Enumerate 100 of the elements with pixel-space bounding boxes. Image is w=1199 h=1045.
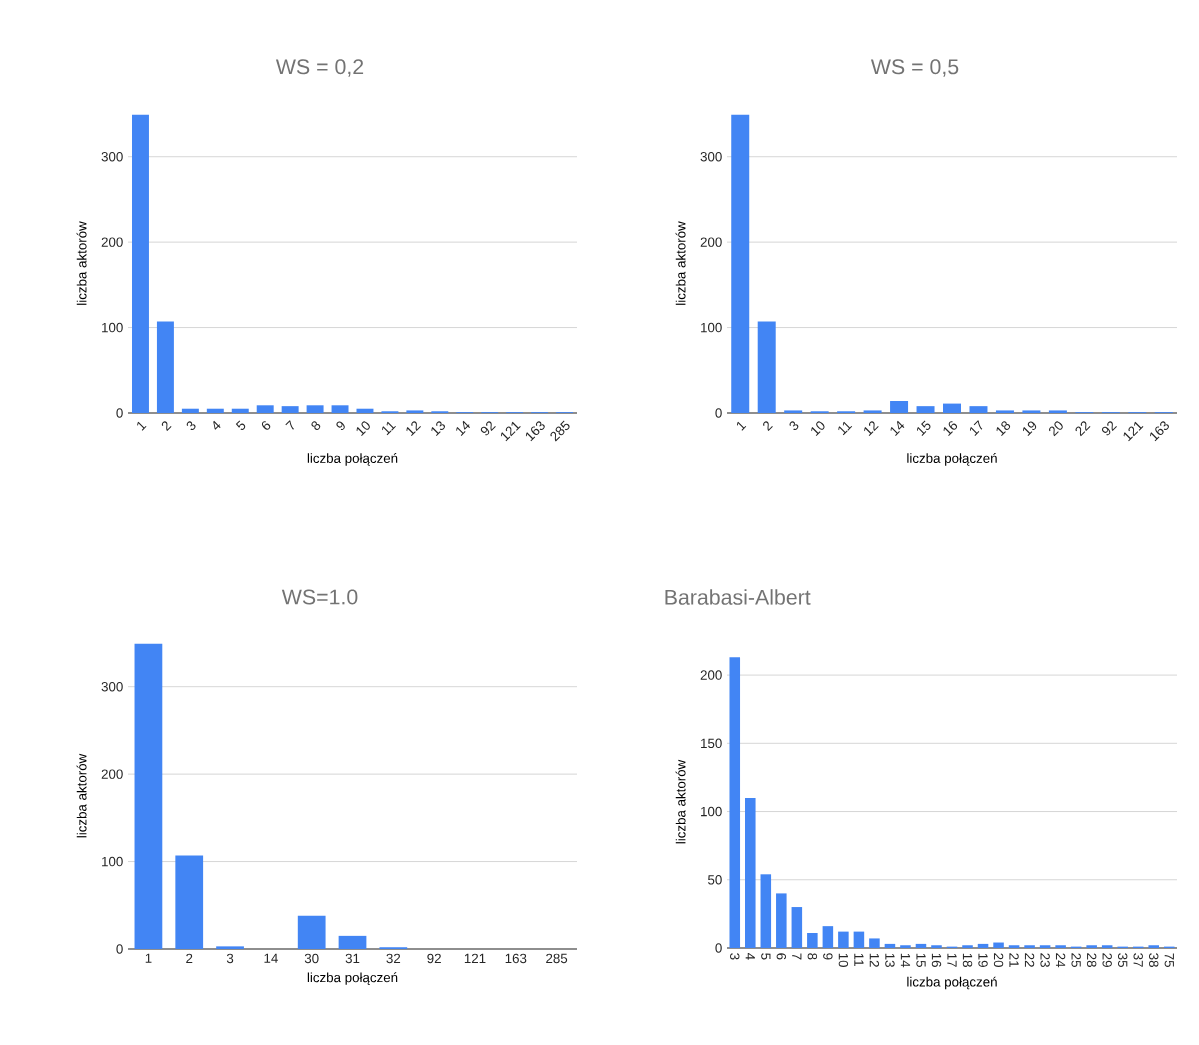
x-tick-label: 18	[996, 421, 1011, 436]
bar	[132, 114, 149, 413]
bar	[1024, 945, 1035, 948]
x-axis-title: liczba połączeń	[907, 453, 997, 466]
bar	[216, 946, 244, 949]
x-tick-label: 3	[730, 953, 740, 960]
chart-title: WS = 0,5	[870, 59, 959, 77]
x-tick-label: 121	[464, 953, 486, 964]
x-tick-label: 92	[480, 421, 496, 436]
y-axis-title: liczba aktorów	[76, 753, 87, 838]
bar	[977, 943, 989, 948]
bar	[306, 405, 324, 413]
x-tick-label: 15	[916, 953, 926, 967]
y-tick-label: 200	[700, 237, 722, 247]
bar	[838, 931, 849, 948]
bar	[1148, 945, 1159, 948]
bar	[731, 114, 750, 413]
x-tick-label: 12	[869, 953, 880, 967]
bar	[784, 410, 803, 413]
bar	[869, 938, 880, 948]
y-tick-label: 100	[102, 856, 123, 867]
x-tick-label: 32	[386, 953, 401, 964]
x-tick-label: 22	[1075, 421, 1091, 437]
bar	[943, 403, 962, 413]
bar	[156, 321, 174, 413]
y-tick-label: 0	[715, 943, 722, 953]
x-tick-label: 7	[792, 953, 802, 960]
bar	[807, 932, 818, 948]
bar	[331, 405, 349, 413]
bar	[134, 643, 163, 949]
x-tick-label: 163	[505, 953, 527, 964]
x-tick-label: 4	[745, 953, 755, 960]
bar	[356, 408, 374, 413]
x-tick-label: 1	[145, 953, 152, 963]
bar	[406, 410, 424, 413]
y-tick-label: 100	[701, 322, 722, 333]
bar	[231, 408, 249, 413]
y-axis-title: liczba aktorów	[675, 221, 686, 305]
x-tick-label: 3	[789, 421, 799, 431]
x-tick-label: 38	[1149, 953, 1159, 967]
x-tick-label: 19	[1022, 421, 1037, 436]
x-axis-title: liczba połączeń	[307, 972, 398, 985]
x-tick-label: 75	[1164, 953, 1174, 967]
bar	[884, 943, 896, 948]
x-tick-label: 11	[838, 421, 853, 436]
bar	[1055, 945, 1066, 948]
x-axis-title: liczba połączeń	[907, 976, 997, 990]
x-tick-label: 6	[776, 953, 787, 960]
bar	[729, 657, 741, 948]
x-tick-label: 4	[213, 420, 221, 430]
y-tick-label: 0	[116, 408, 123, 418]
x-tick-label: 163	[525, 421, 545, 442]
y-tick-label: 300	[700, 151, 722, 162]
bar	[863, 410, 882, 413]
bar	[1008, 945, 1020, 948]
bar	[760, 874, 772, 948]
x-tick-label: 92	[1101, 421, 1117, 436]
chart-title: WS = 0,2	[275, 59, 364, 77]
y-tick-label: 100	[701, 806, 722, 817]
x-tick-label: 7	[285, 420, 294, 430]
bar	[1048, 410, 1067, 413]
x-tick-label: 12	[864, 421, 879, 436]
bar	[297, 915, 326, 949]
bar	[791, 907, 803, 948]
x-tick-label: 21	[1009, 953, 1019, 967]
x-tick-label: 14	[456, 420, 471, 436]
bar	[256, 405, 274, 413]
y-axis-title: liczba aktorów	[76, 221, 87, 305]
x-tick-label: 16	[931, 953, 942, 967]
bar	[969, 406, 988, 413]
x-tick-label: 14	[890, 420, 905, 436]
bar	[853, 931, 865, 948]
x-tick-label: 10	[811, 421, 825, 436]
x-tick-label: 28	[1086, 953, 1097, 967]
bar	[1022, 410, 1041, 413]
x-tick-label: 2	[161, 421, 172, 431]
chart-title: WS=1.0	[281, 589, 358, 605]
bar	[175, 855, 204, 949]
x-tick-label: 31	[345, 953, 360, 964]
x-tick-label: 23	[1040, 953, 1050, 967]
bar	[931, 945, 942, 948]
y-tick-label: 50	[708, 875, 722, 885]
y-tick-label: 300	[101, 151, 123, 162]
bar	[757, 321, 776, 413]
y-tick-label: 200	[101, 769, 123, 779]
x-tick-label: 11	[382, 421, 396, 436]
x-tick-label: 9	[823, 953, 833, 960]
x-tick-label: 2	[186, 953, 193, 964]
x-tick-label: 92	[427, 953, 441, 964]
y-axis-title: liczba aktorów	[675, 759, 686, 844]
bar	[1039, 945, 1051, 948]
y-tick-label: 300	[101, 681, 123, 692]
chart-title: Barabasi-Albert	[665, 589, 811, 605]
x-tick-label: 30	[304, 953, 319, 964]
y-tick-label: 100	[102, 322, 123, 333]
x-tick-label: 35	[1117, 953, 1128, 967]
y-tick-label: 150	[701, 738, 722, 749]
x-tick-label: 285	[546, 953, 568, 964]
x-tick-label: 121	[500, 421, 521, 442]
x-tick-label: 37	[1133, 953, 1143, 967]
